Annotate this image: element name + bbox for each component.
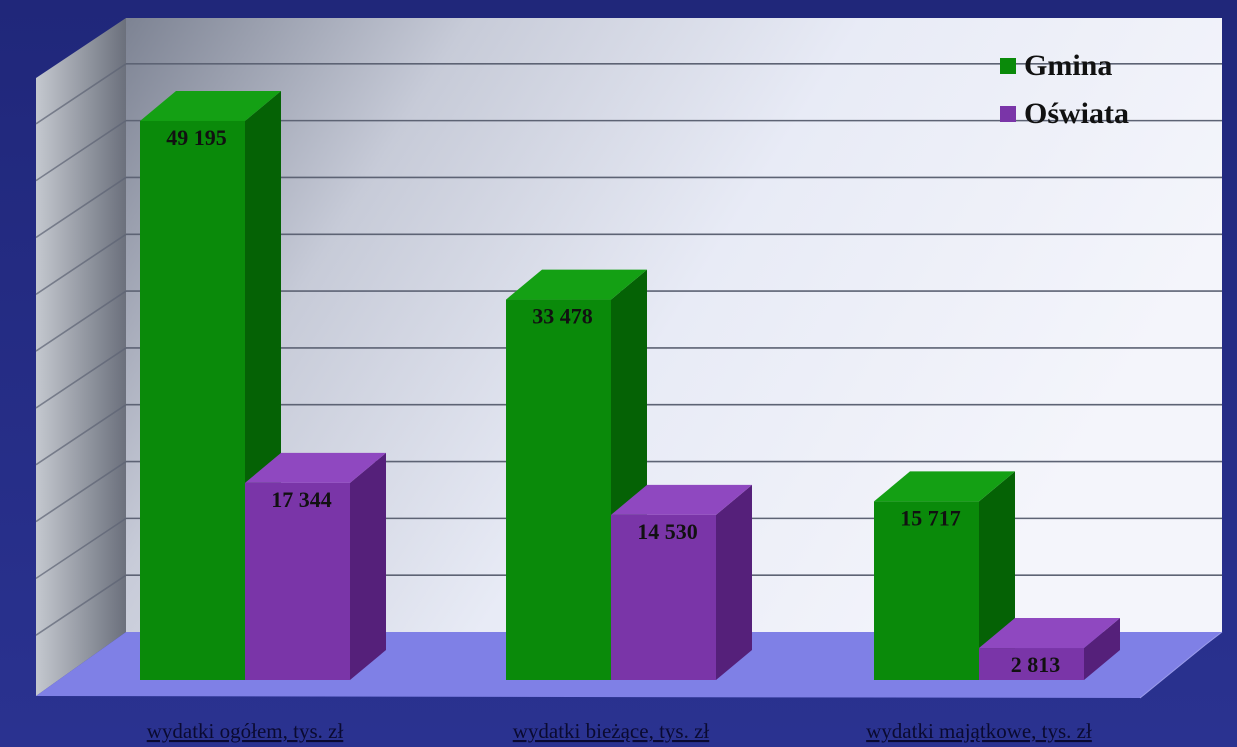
category-label: wydatki majątkowe, tys. zł <box>866 719 1092 743</box>
bar-side-oswiata <box>1084 618 1120 680</box>
side-gridline <box>35 404 127 466</box>
bar-top-oswiata <box>979 618 1120 649</box>
legend-label-gmina: Gmina <box>1024 49 1113 82</box>
bar-top-gmina <box>506 269 647 300</box>
legend-swatch-oswiata <box>1000 106 1016 122</box>
data-label-gmina: 49 195 <box>166 125 227 150</box>
side-gridline <box>35 290 127 352</box>
floor-edge <box>1139 631 1223 699</box>
side-gridline <box>35 460 127 523</box>
bar-oswiata-2 <box>979 648 1084 680</box>
category-label: wydatki bieżące, tys. zł <box>513 719 710 743</box>
data-label-gmina: 33 478 <box>532 304 593 329</box>
legend: Gmina Oświata <box>1000 42 1129 138</box>
side-gridline <box>35 63 127 125</box>
data-label-oswiata: 14 530 <box>637 519 698 544</box>
data-label-oswiata: 2 813 <box>1011 652 1061 677</box>
legend-swatch-gmina <box>1000 58 1016 74</box>
side-gridline <box>35 517 127 580</box>
bar-gmina-0 <box>140 120 245 680</box>
bar-side-oswiata <box>350 452 386 680</box>
side-gridline <box>35 574 127 636</box>
side-gridline <box>35 347 127 409</box>
side-gridline <box>35 176 127 239</box>
side-gridline <box>35 119 127 182</box>
bar-oswiata-1 <box>611 514 716 680</box>
data-label-gmina: 15 717 <box>900 505 961 530</box>
side-wall <box>36 18 126 696</box>
bar-top-oswiata <box>611 484 752 515</box>
bar-side-oswiata <box>716 484 752 680</box>
category-label: wydatki ogółem, tys. zł <box>147 719 344 743</box>
bar-oswiata-0 <box>245 482 350 680</box>
side-gridline <box>35 233 127 295</box>
bar-gmina-2 <box>874 501 979 680</box>
legend-label-oswiata: Oświata <box>1024 97 1129 130</box>
legend-item-oswiata: Oświata <box>1000 90 1129 138</box>
bar-top-gmina <box>874 471 1015 502</box>
bar-top-oswiata <box>245 452 386 483</box>
bar-gmina-1 <box>506 299 611 680</box>
legend-item-gmina: Gmina <box>1000 42 1129 90</box>
bar-top-gmina <box>140 90 281 121</box>
data-label-oswiata: 17 344 <box>271 487 332 512</box>
